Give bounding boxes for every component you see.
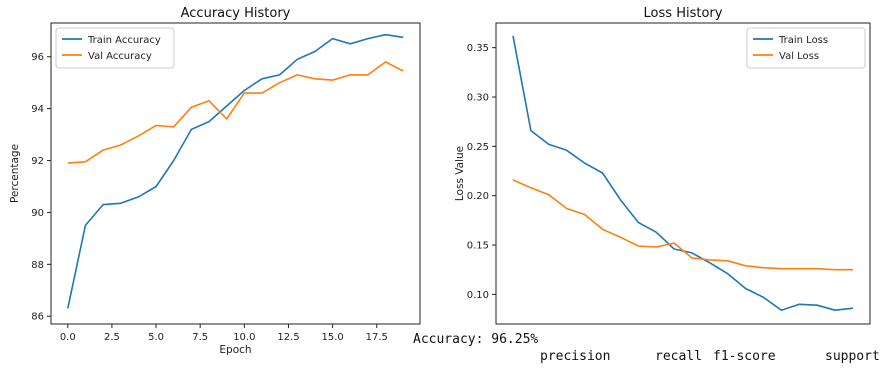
accuracy-ytick-label: 88: [31, 260, 44, 271]
accuracy-xtick-label: 12.5: [277, 332, 299, 343]
loss-legend-label-0: Train Loss: [778, 35, 828, 46]
loss-ytick-label: 0.35: [467, 43, 489, 54]
loss-ytick-label: 0.20: [467, 191, 489, 202]
accuracy-chart: Accuracy History 86 88 90 92 94 96 0.0 2.5 5.0 7.5…: [9, 6, 421, 356]
loss-chart-title: Loss History: [644, 6, 723, 21]
loss-chart: Loss History 0.10 0.15 0.20 0.25 0.30 0.35 Loss…: [454, 6, 871, 325]
accuracy-xtick-label: 0.0: [60, 332, 76, 343]
accuracy-ytick-label: 92: [31, 156, 44, 167]
loss-legend: Train Loss Val Loss: [746, 27, 866, 69]
loss-ytick-label: 0.25: [467, 142, 489, 153]
report-header-precision: precision: [540, 349, 610, 364]
loss-ytick-label: 0.15: [467, 241, 489, 252]
loss-legend-box: [746, 27, 866, 69]
accuracy-series-line-1: [67, 61, 404, 164]
accuracy-y-axis-label: Percentage: [9, 144, 21, 203]
report-header-recall: recall: [655, 349, 702, 364]
accuracy-ytick-label: 96: [31, 52, 44, 63]
accuracy-xtick-label: 15.0: [321, 332, 343, 343]
report-header-support: support: [825, 349, 880, 364]
accuracy-legend-box: [55, 27, 175, 69]
loss-series-line-1: [512, 179, 853, 271]
accuracy-xtick-label: 2.5: [104, 332, 120, 343]
accuracy-ytick-label: 94: [31, 104, 44, 115]
accuracy-xtick-label: 7.5: [192, 332, 208, 343]
accuracy-xtick-label: 5.0: [148, 332, 164, 343]
loss-y-axis-label: Loss Value: [454, 146, 466, 201]
accuracy-legend-label-0: Train Accuracy: [87, 35, 161, 46]
report-header-f1-score: f1-score: [713, 349, 776, 364]
accuracy-xtick-label: 10.0: [233, 332, 255, 343]
accuracy-x-axis-label: Epoch: [219, 344, 251, 356]
accuracy-series-line-0: [67, 33, 404, 309]
accuracy-ytick-label: 86: [31, 312, 44, 323]
accuracy-xtick-label: 17.5: [366, 332, 388, 343]
loss-legend-label-1: Val Loss: [779, 51, 819, 62]
accuracy-plot-frame: [50, 22, 421, 325]
loss-ytick-label: 0.30: [467, 93, 489, 104]
accuracy-output-line: Accuracy: 96.25%: [413, 332, 538, 347]
console-output: Accuracy: 96.25% precision recall f1-sco…: [413, 332, 880, 364]
loss-plot-frame: [495, 22, 871, 325]
accuracy-chart-title: Accuracy History: [181, 6, 291, 21]
accuracy-legend-label-1: Val Accuracy: [88, 51, 152, 62]
loss-ytick-label: 0.10: [467, 290, 489, 301]
accuracy-legend: Train Accuracy Val Accuracy: [55, 27, 175, 69]
accuracy-ytick-label: 90: [31, 208, 44, 219]
